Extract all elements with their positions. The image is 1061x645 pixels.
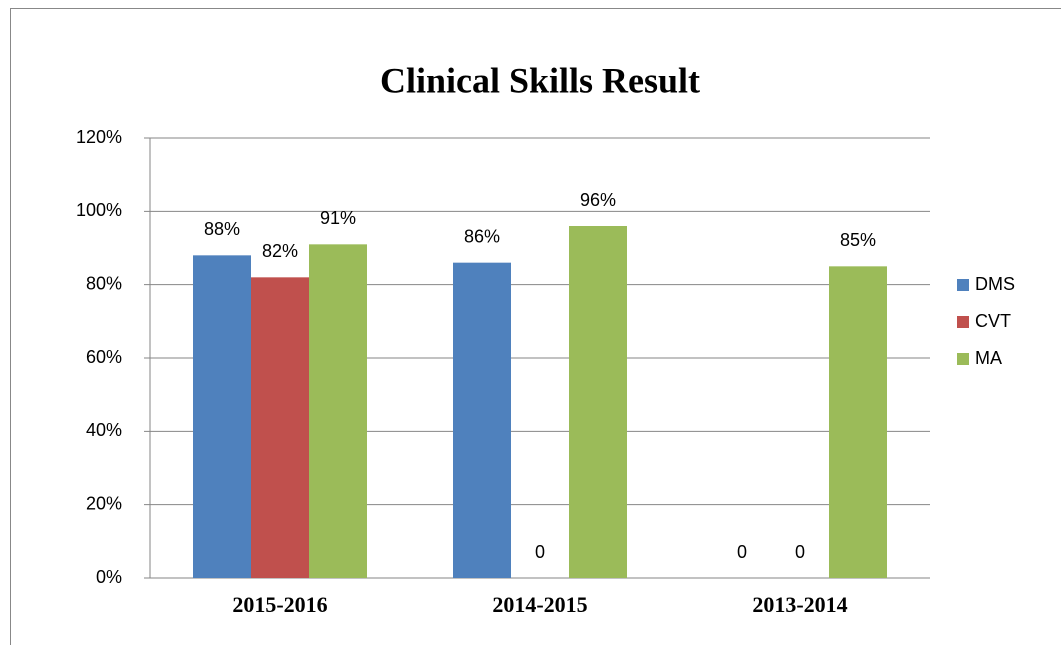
- chart-title: Clinical Skills Result: [380, 60, 700, 100]
- y-tick-label: 80%: [86, 273, 122, 293]
- x-tick-label: 2013-2014: [752, 592, 847, 617]
- x-tick-label: 2015-2016: [232, 592, 327, 617]
- data-label: 91%: [320, 208, 356, 228]
- bar: [251, 277, 309, 578]
- y-tick-label: 60%: [86, 347, 122, 367]
- bar: [193, 255, 251, 579]
- data-label: 82%: [262, 241, 298, 261]
- data-label: 96%: [580, 190, 616, 210]
- data-label: 0: [737, 542, 747, 562]
- x-tick-label: 2014-2015: [492, 592, 587, 617]
- legend-swatch: [957, 316, 969, 328]
- y-tick-label: 100%: [76, 200, 122, 220]
- y-tick-label: 20%: [86, 493, 122, 513]
- chart-frame: [10, 8, 1061, 645]
- bar: [569, 226, 627, 578]
- data-label: 85%: [840, 230, 876, 250]
- legend-label: CVT: [975, 311, 1011, 331]
- bar: [309, 244, 367, 579]
- y-tick-label: 40%: [86, 420, 122, 440]
- data-label: 86%: [464, 226, 500, 246]
- data-label: 0: [795, 542, 805, 562]
- legend-label: DMS: [975, 274, 1015, 294]
- bar: [453, 262, 511, 578]
- data-label: 88%: [204, 219, 240, 239]
- bar: [829, 266, 887, 578]
- legend-swatch: [957, 353, 969, 365]
- y-tick-label: 120%: [76, 127, 122, 147]
- legend-swatch: [957, 279, 969, 291]
- legend-label: MA: [975, 348, 1002, 368]
- y-tick-label: 0%: [96, 567, 122, 587]
- data-label: 0: [535, 542, 545, 562]
